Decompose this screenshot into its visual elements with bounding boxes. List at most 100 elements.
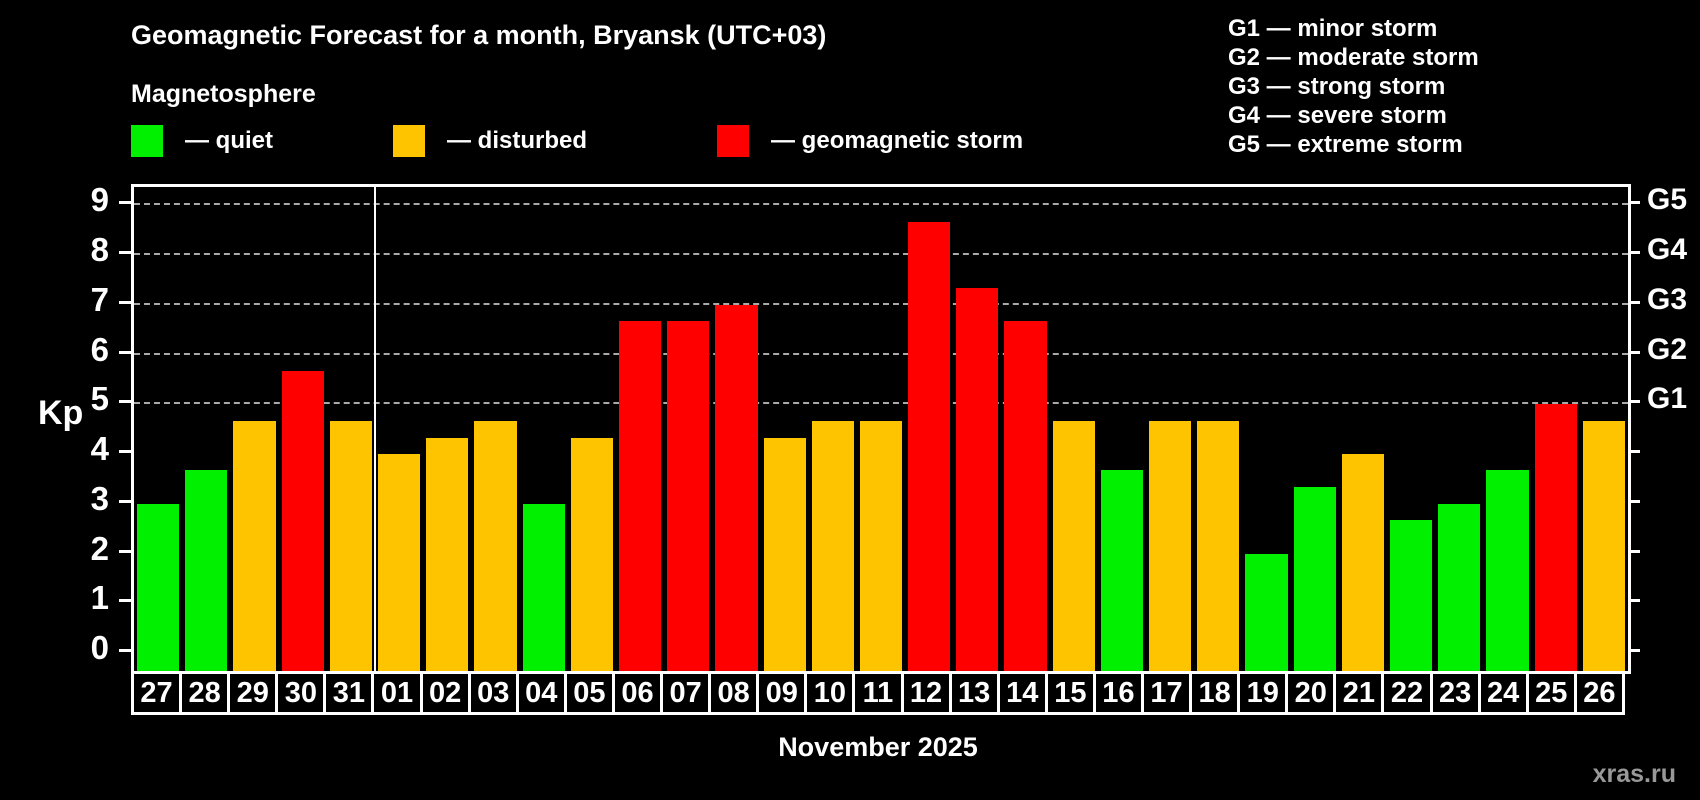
right-tick-7	[1628, 300, 1640, 304]
quiet-swatch	[131, 125, 163, 157]
kp-bar-13	[956, 288, 999, 671]
kp-bar-08	[715, 304, 758, 671]
y-tick-label-6: 6	[90, 330, 109, 368]
kp-bar-03	[474, 420, 517, 671]
date-cell-25: 25	[1525, 671, 1577, 715]
kp-bar-06	[618, 321, 662, 671]
y-tick-label-9: 9	[90, 181, 109, 219]
kp-bar-28	[185, 470, 228, 671]
date-cell-26: 26	[1573, 671, 1625, 715]
date-cell-19: 19	[1237, 671, 1289, 715]
kp-bar-29	[233, 420, 276, 671]
date-cell-02: 02	[419, 671, 471, 715]
right-tick-6	[1628, 350, 1640, 354]
date-cell-05: 05	[563, 671, 615, 715]
y-tick-label-0: 0	[90, 629, 109, 666]
right-tick-1	[1628, 599, 1640, 603]
kp-bar-01	[377, 454, 421, 671]
date-cell-09: 09	[756, 671, 808, 715]
left-tick-4	[119, 450, 131, 453]
left-tick-2	[119, 549, 131, 553]
kp-bar-02	[426, 437, 469, 671]
left-tick-3	[119, 499, 131, 503]
g-axis-label-g4: G4	[1647, 233, 1688, 266]
date-cell-30: 30	[275, 671, 327, 715]
date-cell-28: 28	[179, 671, 231, 715]
y-tick-label-3: 3	[90, 479, 109, 517]
date-cell-06: 06	[611, 671, 664, 715]
g-axis-label-g2: G2	[1647, 332, 1688, 366]
right-tick-8	[1628, 251, 1640, 254]
y-tick-label-1: 1	[90, 579, 109, 617]
right-tick-3	[1628, 499, 1640, 503]
plot-area	[131, 184, 1631, 674]
color-legend: — quiet — disturbed — geomagnetic storm	[131, 124, 1023, 158]
kp-bar-24	[1486, 470, 1529, 671]
kp-bar-10	[811, 420, 854, 671]
right-tick-0	[1628, 649, 1640, 652]
kp-bar-07	[667, 321, 710, 671]
gridline-kp5	[134, 402, 1628, 405]
date-cell-18: 18	[1189, 671, 1241, 715]
plot-inner	[134, 187, 1628, 671]
kp-bar-18	[1197, 420, 1240, 671]
left-tick-6	[119, 350, 131, 354]
date-cell-08: 08	[708, 671, 760, 715]
left-tick-7	[119, 300, 131, 304]
y-tick-label-2: 2	[90, 529, 109, 567]
kp-axis-label: Kp	[38, 394, 84, 432]
kp-bar-05	[570, 437, 613, 671]
g-scale-legend: G1 — minor storm G2 — moderate storm G3 …	[1228, 14, 1479, 159]
right-tick-5	[1628, 400, 1640, 404]
kp-bar-27	[137, 503, 180, 671]
date-cell-22: 22	[1381, 671, 1433, 715]
y-tick-label-4: 4	[90, 430, 109, 467]
date-cell-12: 12	[900, 671, 952, 715]
kp-bar-25	[1534, 404, 1577, 671]
date-cell-27: 27	[131, 671, 183, 715]
right-tick-4	[1628, 450, 1640, 453]
date-cell-24: 24	[1477, 671, 1529, 715]
left-tick-8	[119, 251, 131, 254]
kp-bar-04	[522, 503, 565, 671]
g-axis-label-g5: G5	[1647, 183, 1688, 217]
g-axis-label-g1: G1	[1647, 382, 1688, 416]
kp-bar-26	[1582, 420, 1625, 671]
left-tick-5	[119, 400, 131, 404]
date-axis-row: 27 28 29 30 31 01 02 03 04 05 06 07 08 09 10 11 12 13 14 15…	[131, 671, 1625, 715]
date-cell-01: 01	[371, 671, 423, 715]
date-cell-04: 04	[515, 671, 567, 715]
date-cell-14: 14	[996, 671, 1048, 715]
gridline-kp9	[134, 203, 1628, 206]
left-tick-0	[119, 649, 131, 652]
kp-bar-14	[1004, 321, 1047, 671]
kp-bar-21	[1341, 454, 1385, 671]
date-cell-13: 13	[948, 671, 1000, 715]
right-tick-2	[1628, 549, 1640, 553]
date-cell-21: 21	[1333, 671, 1385, 715]
date-cell-10: 10	[804, 671, 856, 715]
date-cell-23: 23	[1429, 671, 1481, 715]
left-tick-1	[119, 599, 131, 603]
quiet-legend-label: — quiet	[185, 127, 273, 154]
x-axis-title: November 2025	[778, 732, 978, 762]
subtitle-magnetosphere: Magnetosphere	[131, 80, 316, 108]
left-tick-9	[119, 201, 131, 205]
gridline-kp7	[134, 302, 1628, 305]
y-tick-label-8: 8	[90, 231, 109, 268]
y-tick-label-5: 5	[90, 380, 109, 418]
date-cell-20: 20	[1285, 671, 1337, 715]
date-cell-07: 07	[660, 671, 712, 715]
disturbed-legend-label: — disturbed	[447, 127, 588, 154]
kp-bar-15	[1052, 420, 1095, 671]
kp-bar-12	[908, 221, 951, 671]
kp-bar-31	[329, 420, 372, 671]
date-cell-15: 15	[1044, 671, 1096, 715]
kp-bar-11	[859, 420, 903, 671]
g-axis-label-g3: G3	[1647, 282, 1688, 316]
g1-legend-line: G1 — minor storm	[1228, 15, 1438, 42]
disturbed-swatch	[393, 125, 425, 157]
kp-bar-30	[281, 370, 324, 671]
storm-swatch	[717, 125, 750, 157]
y-tick-label-7: 7	[90, 280, 109, 318]
